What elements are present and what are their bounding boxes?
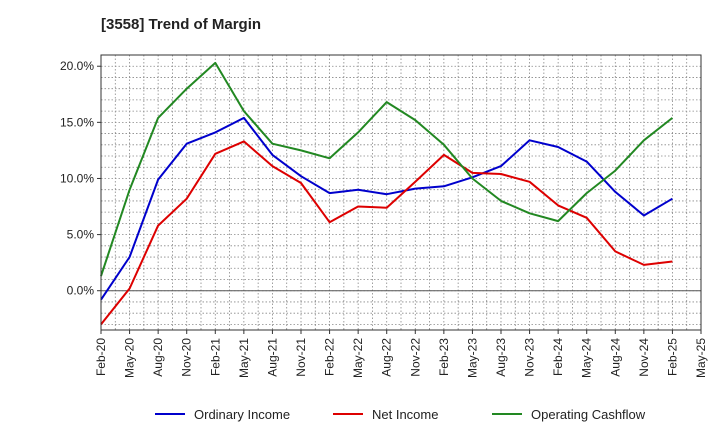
x-tick-label: May-23 [465, 338, 479, 378]
x-tick-label: Feb-25 [665, 338, 679, 376]
chart-title: [3558] Trend of Margin [101, 16, 262, 33]
legend-label: Operating Cashflow [531, 407, 646, 422]
x-tick-label: Feb-21 [208, 338, 222, 376]
y-tick-label: 15.0% [60, 115, 94, 129]
x-tick-label: Aug-24 [608, 338, 622, 377]
series-line-net-income [100, 140, 673, 326]
x-tick-label: May-20 [123, 338, 137, 378]
x-tick-label: May-22 [351, 338, 365, 378]
series-line-operating-cashflow [100, 61, 674, 277]
legend-label: Net Income [372, 407, 438, 422]
x-tick-label: Feb-22 [323, 338, 337, 376]
x-tick-label: Feb-24 [551, 338, 565, 376]
y-tick-label: 0.0% [67, 284, 95, 298]
y-tick-label: 20.0% [60, 59, 94, 73]
x-tick-label: Aug-23 [494, 338, 508, 377]
y-tick-label: 10.0% [60, 171, 94, 185]
x-tick-label: May-24 [580, 338, 594, 378]
x-tick-label: Nov-23 [523, 338, 537, 377]
x-tick-label: Nov-20 [180, 338, 194, 377]
series-line-ordinary-income [100, 116, 673, 301]
x-tick-label: Nov-22 [408, 338, 422, 377]
x-tick-label: Feb-20 [94, 338, 108, 376]
legend-label: Ordinary Income [194, 407, 290, 422]
series-lines [100, 61, 674, 326]
x-tick-label: Aug-20 [151, 338, 165, 377]
x-tick-label: May-25 [694, 338, 708, 378]
x-tick-label: Nov-21 [294, 338, 308, 377]
x-tick-label: Nov-24 [637, 338, 651, 377]
axes: 0.0% 5.0% 10.0% 15.0% 20.0% Feb-20 May-20 Aug-2… [60, 54, 708, 378]
x-tick-label: May-21 [237, 338, 251, 378]
x-tick-label: Feb-23 [437, 338, 451, 376]
plot-frame [100, 54, 702, 331]
legend: Ordinary Income Net Income Operating Cashf… [155, 407, 646, 422]
x-tick-label: Aug-22 [380, 338, 394, 377]
x-tick-label: Aug-21 [265, 338, 279, 377]
y-tick-label: 5.0% [67, 228, 95, 242]
